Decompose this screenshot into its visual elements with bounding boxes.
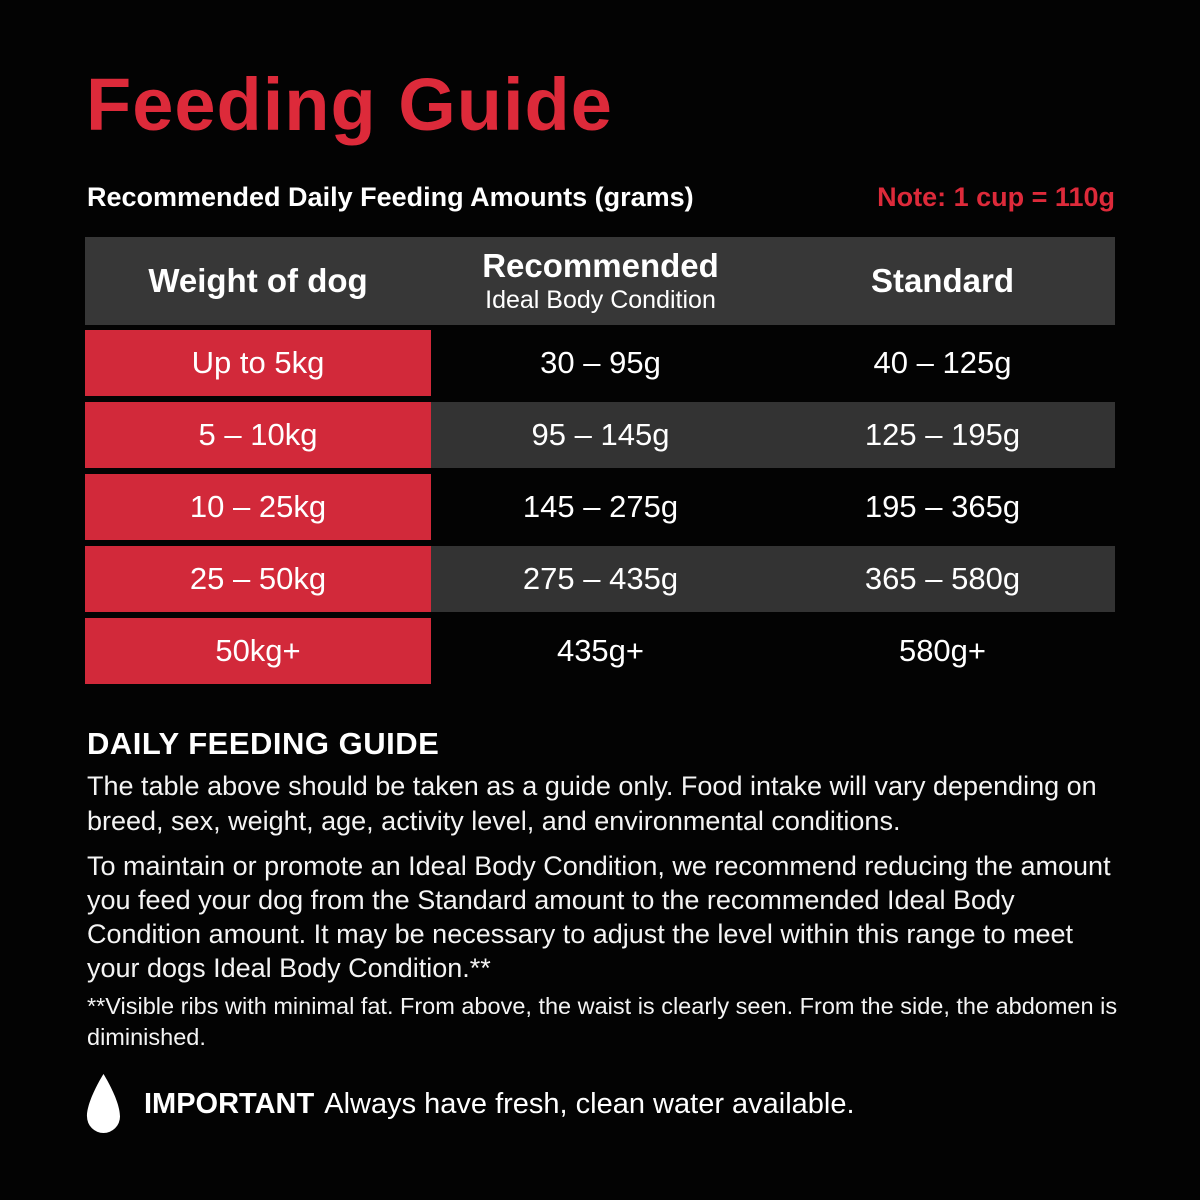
recommended-cell: 30 – 95g <box>540 345 661 380</box>
table-row: 50kg+ 435g+ 580g+ <box>85 618 1115 684</box>
weight-cell: 5 – 10kg <box>85 402 431 468</box>
weight-cell: 25 – 50kg <box>85 546 431 612</box>
guide-paragraph-1: The table above should be taken as a gui… <box>87 771 1097 836</box>
standard-cell: 195 – 365g <box>864 489 1021 524</box>
water-drop-icon <box>85 1073 122 1136</box>
ideal-body-condition-footnote: **Visible ribs with minimal fat. From ab… <box>87 993 1118 1050</box>
standard-cell: 365 – 580g <box>864 561 1021 596</box>
header-weight-of-dog: Weight of dog <box>148 261 368 299</box>
header-standard: Standard <box>870 261 1015 299</box>
weight-cell: 10 – 25kg <box>85 474 431 540</box>
recommended-cell: 275 – 435g <box>522 561 679 596</box>
table-caption: Recommended Daily Feeding Amounts (grams… <box>87 182 694 212</box>
table-header-row: Weight of dog Recommended Ideal Body Con… <box>85 237 1115 325</box>
table-row: 25 – 50kg 275 – 435g 365 – 580g <box>85 546 1115 612</box>
recommended-cell: 95 – 145g <box>531 417 670 452</box>
subtitle-row: Recommended Daily Feeding Amounts (grams… <box>87 182 1115 213</box>
recommended-cell: 145 – 275g <box>522 489 679 524</box>
important-notice: IMPORTANT Always have fresh, clean water … <box>85 1073 855 1136</box>
guide-paragraph-2: To maintain or promote an Ideal Body Con… <box>87 851 1111 983</box>
header-recommended-title: Recommended <box>482 246 719 284</box>
table-row: 10 – 25kg 145 – 275g 195 – 365g <box>85 474 1115 540</box>
weight-cell: 50kg+ <box>85 618 431 684</box>
important-text: Always have fresh, clean water available… <box>324 1088 855 1120</box>
weight-cell: Up to 5kg <box>85 330 431 396</box>
daily-feeding-guide-heading: DAILY FEEDING GUIDE <box>87 726 440 761</box>
standard-cell: 125 – 195g <box>864 417 1021 452</box>
important-text-line: IMPORTANT Always have fresh, clean water … <box>144 1088 855 1121</box>
standard-cell: 40 – 125g <box>873 345 1012 380</box>
header-recommended-subtitle: Ideal Body Condition <box>485 285 716 314</box>
page-title: Feeding Guide <box>86 63 613 146</box>
standard-cell: 580g+ <box>898 633 987 668</box>
table-row: Up to 5kg 30 – 95g 40 – 125g <box>85 330 1115 396</box>
table-row: 5 – 10kg 95 – 145g 125 – 195g <box>85 402 1115 468</box>
recommended-cell: 435g+ <box>556 633 645 668</box>
header-recommended: Recommended Ideal Body Condition <box>482 246 719 315</box>
cup-conversion-note: Note: 1 cup = 110g <box>877 182 1115 212</box>
important-label: IMPORTANT <box>144 1088 315 1120</box>
feeding-table: Weight of dog Recommended Ideal Body Con… <box>85 237 1115 690</box>
